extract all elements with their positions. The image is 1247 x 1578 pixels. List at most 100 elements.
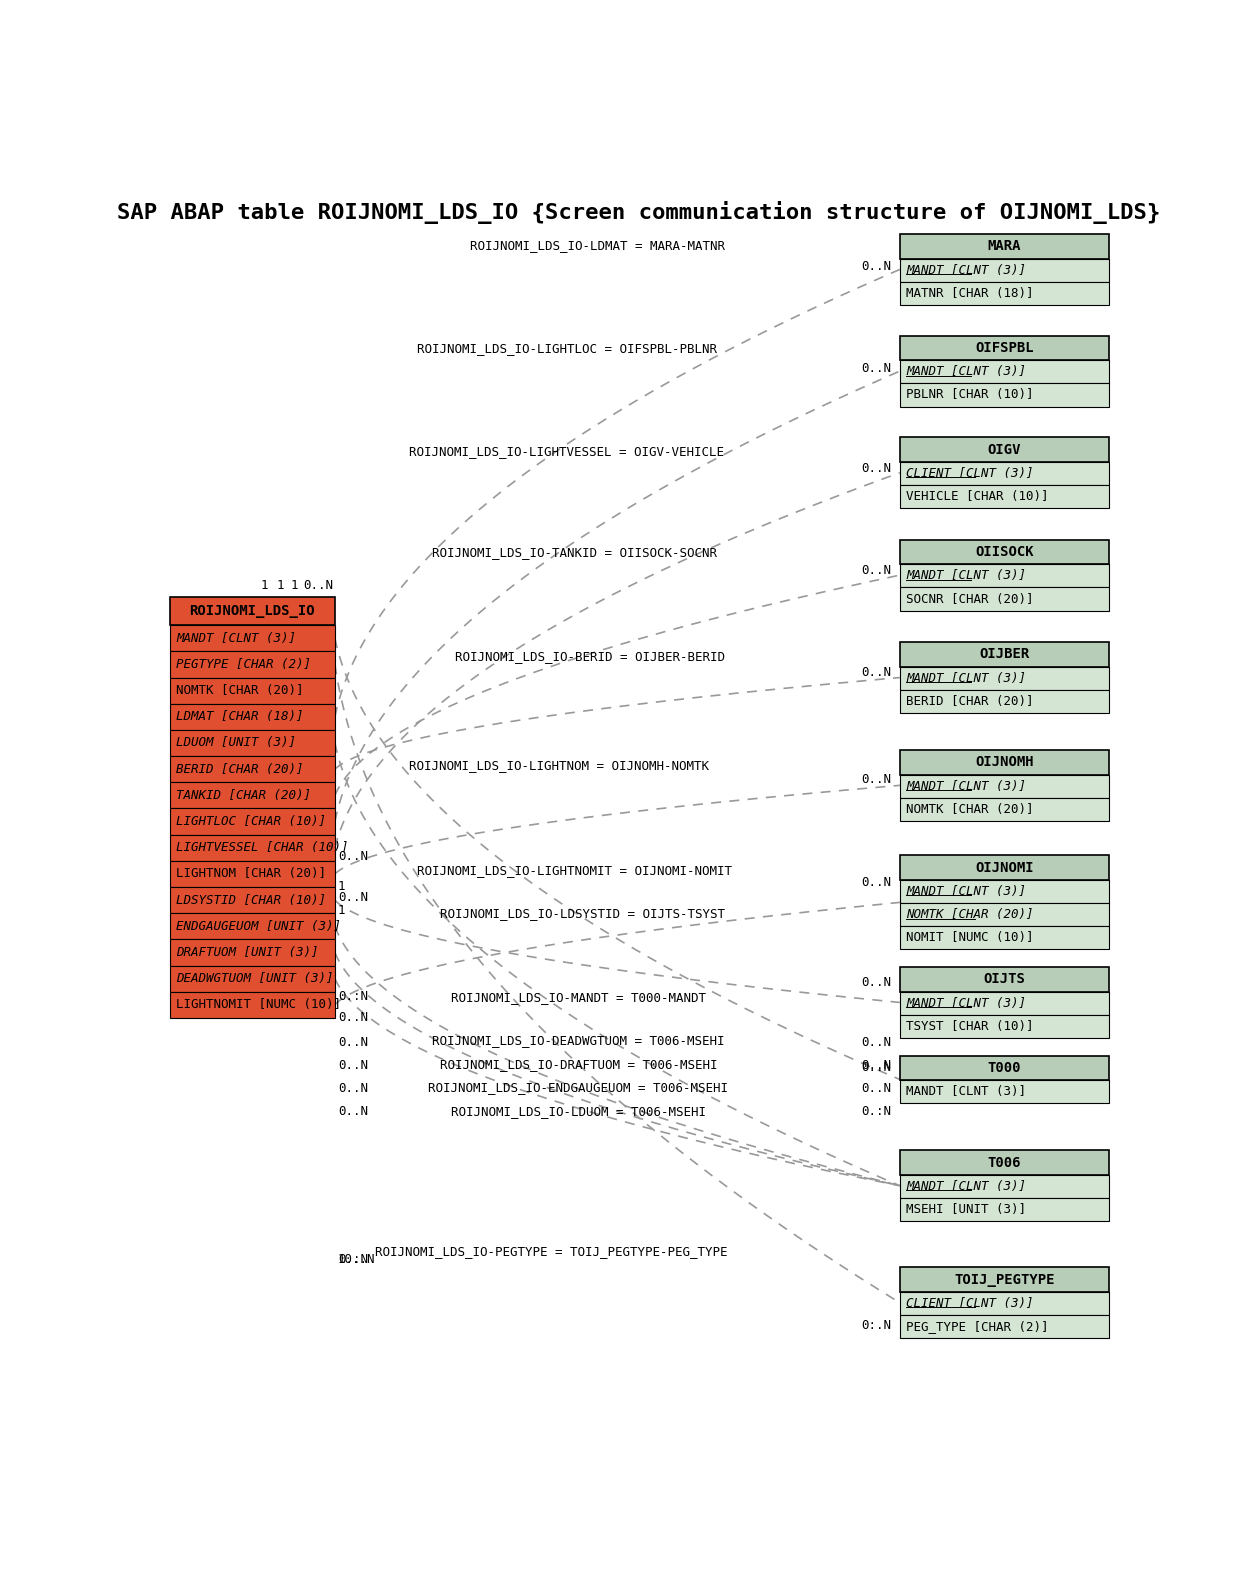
Bar: [900, 1176, 1109, 1198]
Bar: [900, 855, 1109, 881]
Text: ROIJNOMI_LDS_IO-MANDT = T000-MANDT: ROIJNOMI_LDS_IO-MANDT = T000-MANDT: [450, 991, 706, 1004]
Text: ROIJNOMI_LDS_IO-LIGHTNOM = OIJNOMH-NOMTK: ROIJNOMI_LDS_IO-LIGHTNOM = OIJNOMH-NOMTK: [409, 759, 708, 772]
Text: 0..N: 0..N: [338, 1010, 368, 1024]
Text: OIJNOMI: OIJNOMI: [975, 860, 1034, 874]
Text: TOIJ_PEGTYPE: TOIJ_PEGTYPE: [954, 1273, 1055, 1286]
Bar: [900, 565, 1109, 587]
Text: OIJNOMH: OIJNOMH: [975, 756, 1034, 768]
Bar: [900, 667, 1109, 690]
Text: BERID [CHAR (20)]: BERID [CHAR (20)]: [907, 694, 1034, 709]
Text: LIGHTVESSEL [CHAR (10)]: LIGHTVESSEL [CHAR (10)]: [176, 841, 348, 854]
Text: 0:.N: 0:.N: [862, 1319, 892, 1332]
Bar: [170, 756, 335, 783]
Text: NOMTK [CHAR (20)]: NOMTK [CHAR (20)]: [907, 803, 1034, 816]
Bar: [170, 625, 335, 652]
Text: NOMTK [CHAR (20)]: NOMTK [CHAR (20)]: [907, 909, 1034, 922]
Bar: [900, 437, 1109, 462]
Text: 1: 1: [291, 579, 298, 592]
Bar: [900, 1081, 1109, 1103]
Text: TANKID [CHAR (20)]: TANKID [CHAR (20)]: [176, 789, 311, 802]
Bar: [900, 587, 1109, 611]
Text: PEGTYPE [CHAR (2)]: PEGTYPE [CHAR (2)]: [176, 658, 311, 671]
Text: ROIJNOMI_LDS_IO-TANKID = OIISOCK-SOCNR: ROIJNOMI_LDS_IO-TANKID = OIISOCK-SOCNR: [431, 546, 717, 559]
Text: MANDT [CLNT (3)]: MANDT [CLNT (3)]: [907, 672, 1026, 685]
Text: OIJBER: OIJBER: [979, 647, 1030, 661]
Text: CLIENT [CLNT (3)]: CLIENT [CLNT (3)]: [907, 1297, 1034, 1310]
Bar: [900, 540, 1109, 565]
Bar: [900, 259, 1109, 282]
Text: ROIJNOMI_LDS_IO: ROIJNOMI_LDS_IO: [190, 604, 315, 619]
Text: 0..N: 0..N: [338, 1059, 368, 1071]
Text: VEHICLE [CHAR (10)]: VEHICLE [CHAR (10)]: [907, 491, 1049, 503]
Text: DEADWGTUOM [UNIT (3)]: DEADWGTUOM [UNIT (3)]: [176, 972, 333, 985]
Bar: [170, 783, 335, 808]
Bar: [900, 462, 1109, 484]
Text: OIGV: OIGV: [988, 442, 1021, 456]
Bar: [170, 808, 335, 835]
Text: LDUOM [UNIT (3)]: LDUOM [UNIT (3)]: [176, 737, 296, 750]
Bar: [900, 775, 1109, 797]
Bar: [900, 282, 1109, 305]
Bar: [900, 360, 1109, 383]
Bar: [900, 967, 1109, 991]
Text: SOCNR [CHAR (20)]: SOCNR [CHAR (20)]: [907, 592, 1034, 606]
Bar: [900, 234, 1109, 259]
Text: LDMAT [CHAR (18)]: LDMAT [CHAR (18)]: [176, 710, 303, 723]
Text: ROIJNOMI_LDS_IO-ENDGAUGEUOM = T006-MSEHI: ROIJNOMI_LDS_IO-ENDGAUGEUOM = T006-MSEHI: [428, 1081, 728, 1095]
Text: ROIJNOMI_LDS_IO-LDMAT = MARA-MATNR: ROIJNOMI_LDS_IO-LDMAT = MARA-MATNR: [470, 240, 725, 252]
Bar: [900, 903, 1109, 926]
Bar: [900, 383, 1109, 407]
Text: ROIJNOMI_LDS_IO-PEGTYPE = TOIJ_PEGTYPE-PEG_TYPE: ROIJNOMI_LDS_IO-PEGTYPE = TOIJ_PEGTYPE-P…: [375, 1245, 727, 1259]
Text: 0..N: 0..N: [338, 892, 368, 904]
Bar: [900, 1150, 1109, 1176]
Text: 1: 1: [338, 904, 345, 917]
Text: 0..N: 0..N: [862, 361, 892, 374]
Bar: [170, 939, 335, 966]
Text: 0..N: 0..N: [862, 462, 892, 475]
Text: PEG_TYPE [CHAR (2)]: PEG_TYPE [CHAR (2)]: [907, 1321, 1049, 1333]
Bar: [170, 677, 335, 704]
Text: MANDT [CLNT (3)]: MANDT [CLNT (3)]: [907, 780, 1026, 792]
Text: ROIJNOMI_LDS_IO-LIGHTNOMIT = OIJNOMI-NOMIT: ROIJNOMI_LDS_IO-LIGHTNOMIT = OIJNOMI-NOM…: [416, 865, 732, 877]
Text: 0..N: 0..N: [338, 1083, 368, 1095]
Bar: [900, 1314, 1109, 1338]
Text: 0..N: 0..N: [862, 975, 892, 989]
Bar: [170, 914, 335, 939]
Text: 0..N: 0..N: [862, 876, 892, 888]
Text: ROIJNOMI_LDS_IO-LIGHTVESSEL = OIGV-VEHICLE: ROIJNOMI_LDS_IO-LIGHTVESSEL = OIGV-VEHIC…: [409, 445, 725, 458]
Text: PBLNR [CHAR (10)]: PBLNR [CHAR (10)]: [907, 388, 1034, 401]
Text: 0..N: 0..N: [862, 563, 892, 578]
Text: 0..N: 0..N: [338, 849, 368, 863]
Text: 0..N: 0..N: [862, 1083, 892, 1095]
Text: MANDT [CLNT (3)]: MANDT [CLNT (3)]: [176, 631, 296, 645]
Text: 0.:N: 0.:N: [338, 989, 368, 1004]
Text: 1: 1: [338, 879, 345, 893]
Text: CLIENT [CLNT (3)]: CLIENT [CLNT (3)]: [907, 467, 1034, 480]
Text: T000: T000: [988, 1060, 1021, 1075]
Bar: [900, 991, 1109, 1015]
Text: 0..N: 0..N: [862, 1060, 892, 1073]
Text: DRAFTUOM [UNIT (3)]: DRAFTUOM [UNIT (3)]: [176, 945, 318, 959]
Bar: [900, 642, 1109, 667]
Bar: [900, 926, 1109, 950]
Text: LIGHTLOC [CHAR (10)]: LIGHTLOC [CHAR (10)]: [176, 814, 325, 828]
Text: MANDT [CLNT (3)]: MANDT [CLNT (3)]: [907, 885, 1026, 898]
Text: ENDGAUGEUOM [UNIT (3)]: ENDGAUGEUOM [UNIT (3)]: [176, 920, 340, 933]
Text: LIGHTNOM [CHAR (20)]: LIGHTNOM [CHAR (20)]: [176, 868, 325, 881]
Bar: [170, 991, 335, 1018]
Text: MANDT [CLNT (3)]: MANDT [CLNT (3)]: [907, 570, 1026, 582]
Text: LDSYSTID [CHAR (10)]: LDSYSTID [CHAR (10)]: [176, 893, 325, 907]
Text: MANDT [CLNT (3)]: MANDT [CLNT (3)]: [907, 264, 1026, 276]
Text: 0..N: 0..N: [338, 1105, 368, 1119]
Bar: [900, 797, 1109, 821]
Text: 0..N: 0..N: [862, 666, 892, 679]
Bar: [900, 1056, 1109, 1081]
Text: OIISOCK: OIISOCK: [975, 544, 1034, 559]
Text: 0..N: 0..N: [862, 260, 892, 273]
Bar: [170, 704, 335, 731]
Bar: [170, 887, 335, 914]
Text: NOMTK [CHAR (20)]: NOMTK [CHAR (20)]: [176, 685, 303, 697]
Bar: [900, 484, 1109, 508]
Text: OIJTS: OIJTS: [984, 972, 1025, 986]
Text: MANDT [CLNT (3)]: MANDT [CLNT (3)]: [907, 1180, 1026, 1193]
